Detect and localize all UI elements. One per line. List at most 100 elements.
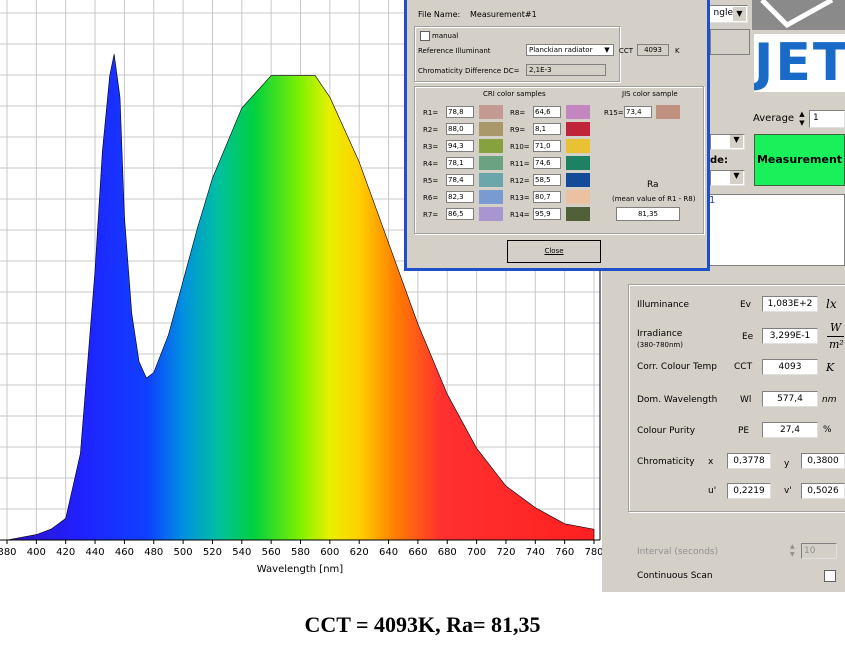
color-swatch (566, 207, 590, 221)
sample-value: 80,7 (533, 191, 561, 203)
button[interactable] (710, 29, 750, 55)
continuous-label: Continuous Scan (637, 571, 713, 581)
dc-label: Chromaticity Difference DC= (418, 67, 520, 75)
cri-title: CRI color samples (483, 90, 546, 98)
sample-value: 73,4 (624, 106, 652, 118)
list-item: 1 (709, 195, 716, 206)
color-swatch (479, 156, 503, 170)
sample-value: 88,0 (446, 123, 474, 135)
spinner[interactable]: ▲ ▼ (796, 110, 808, 128)
x-tick-label: 380 (0, 547, 17, 558)
x-tick-label: 520 (203, 547, 222, 558)
dropdown-arrow: ▼ (730, 135, 743, 148)
sample-value: 94,3 (446, 140, 474, 152)
cct-label: CCT (619, 47, 634, 55)
average-input[interactable]: 1 (809, 110, 845, 128)
value: 577,4 (762, 391, 818, 407)
value: 0,2219 (727, 483, 771, 499)
sample-value: 58,5 (533, 174, 561, 186)
ra-note: (mean value of R1 - R8) (612, 195, 696, 203)
x-tick-label: 760 (555, 547, 574, 558)
sample-label: R1= (423, 109, 439, 117)
cct-unit: K (675, 47, 680, 55)
unit: W (830, 321, 842, 334)
x-tick-label: 480 (144, 547, 163, 558)
x-tick-label: 740 (526, 547, 545, 558)
color-swatch (566, 156, 590, 170)
value: 3,299E-1 (762, 328, 818, 344)
sample-label: R9= (510, 126, 526, 134)
sample-value: 82,3 (446, 191, 474, 203)
x-tick-label: 540 (232, 547, 251, 558)
mode-label: de: (710, 155, 728, 166)
symbol: Ev (740, 300, 752, 310)
x-tick-label: 700 (467, 547, 486, 558)
logo: JETI (754, 34, 845, 92)
color-swatch (566, 190, 590, 204)
sample-value: 78,1 (446, 157, 474, 169)
color-swatch (479, 190, 503, 204)
ra-value: 81,35 (616, 207, 680, 221)
file-name-label: File Name: (418, 10, 461, 19)
x-tick-label: 780 (584, 547, 603, 558)
sample-value: 64,6 (533, 106, 561, 118)
jis-title: JIS color sample (622, 90, 678, 98)
label: Corr. Colour Temp (637, 362, 717, 372)
sample-value: 74,6 (533, 157, 561, 169)
results-group (628, 284, 845, 512)
fraction-bar (827, 336, 844, 337)
value: 0,3800 (801, 453, 845, 469)
sample-value: 8,1 (533, 123, 561, 135)
file-name: Measurement#1 (470, 10, 537, 19)
logo-band (752, 0, 845, 30)
color-swatch (479, 207, 503, 221)
x-tick-label: 420 (56, 547, 75, 558)
illuminant-group (414, 26, 620, 82)
x-tick-label: 660 (408, 547, 427, 558)
reference-value: Planckian radiator (529, 46, 593, 54)
label: Illuminance (637, 300, 690, 310)
checkbox[interactable] (824, 570, 836, 582)
x-tick-label: 720 (496, 547, 515, 558)
sample-label: R11= (510, 160, 530, 168)
manual-label: manual (432, 32, 459, 40)
color-swatch (479, 173, 503, 187)
x-tick-label: 640 (379, 547, 398, 558)
color-swatch (479, 122, 503, 136)
average-label: Average (753, 113, 795, 124)
sample-label: R6= (423, 194, 439, 202)
reference-label: Reference Illuminant (418, 47, 491, 55)
symbol: u' (708, 486, 717, 496)
reference-dropdown[interactable]: Planckian radiator (526, 44, 614, 56)
x-tick-label: 440 (86, 547, 105, 558)
close-button[interactable]: Close (507, 240, 601, 263)
sample-label: R7= (423, 211, 439, 219)
sample-label: R3= (423, 143, 439, 151)
ra-label: Ra (647, 180, 659, 190)
spinner: ▲ ▼ (790, 543, 795, 558)
sample-label: R14= (510, 211, 530, 219)
x-tick-label: 500 (174, 547, 193, 558)
symbol: Wl (740, 395, 752, 405)
sample-value: 86,5 (446, 208, 474, 220)
x-tick-label: 620 (350, 547, 369, 558)
symbol: CCT (734, 362, 753, 372)
list-box[interactable]: 1 (702, 194, 845, 266)
value: 4093 (762, 359, 818, 375)
sample-label: R8= (510, 109, 526, 117)
dropdown-arrow: ▼ (733, 7, 746, 21)
symbol: PE (738, 426, 750, 436)
sample-value: 78,4 (446, 174, 474, 186)
label-note: (380-780nm) (637, 341, 683, 349)
x-tick-label: 460 (115, 547, 134, 558)
x-tick-label: 400 (27, 547, 46, 558)
cri-group (414, 86, 704, 234)
checkbox[interactable] (420, 31, 430, 41)
x-tick-label: 600 (320, 547, 339, 558)
sample-label: R10= (510, 143, 530, 151)
x-axis-label: Wavelength [nm] (257, 564, 343, 575)
color-swatch (566, 139, 590, 153)
measurement-button[interactable]: Measurement (754, 134, 845, 186)
sample-label: R15= (604, 109, 624, 117)
unit: lx (826, 297, 837, 311)
